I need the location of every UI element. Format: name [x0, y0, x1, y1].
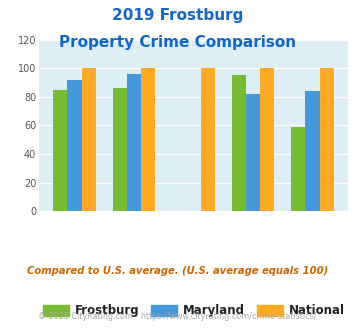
Bar: [291, 127, 305, 211]
Text: Property Crime Comparison: Property Crime Comparison: [59, 35, 296, 50]
Bar: [305, 91, 320, 211]
Bar: [246, 94, 260, 211]
Bar: [201, 68, 215, 211]
Bar: [127, 74, 141, 211]
Text: Compared to U.S. average. (U.S. average equals 100): Compared to U.S. average. (U.S. average …: [27, 266, 328, 276]
Text: © 2025 CityRating.com - https://www.cityrating.com/crime-statistics/: © 2025 CityRating.com - https://www.city…: [38, 312, 317, 321]
Bar: [320, 68, 334, 211]
Text: 2019 Frostburg: 2019 Frostburg: [112, 8, 243, 23]
Bar: [53, 90, 67, 211]
Bar: [141, 68, 155, 211]
Legend: Frostburg, Maryland, National: Frostburg, Maryland, National: [38, 299, 349, 322]
Bar: [260, 68, 274, 211]
Bar: [113, 88, 127, 211]
Bar: [231, 75, 246, 211]
Bar: [67, 80, 82, 211]
Bar: [82, 68, 96, 211]
